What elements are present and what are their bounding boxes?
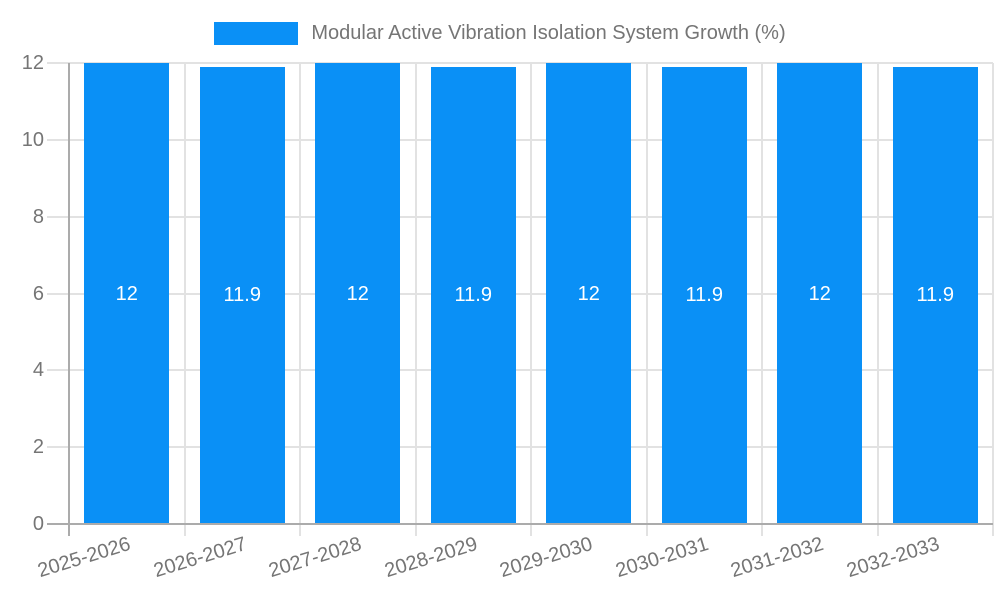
gridline-vertical [183,63,186,536]
x-tick-label: 2025-2026 [35,533,134,583]
bar-value-label: 11.9 [685,284,723,307]
y-tick-label: 8 [32,205,44,228]
bar-value-label: 11.9 [916,284,954,307]
gridline-vertical [992,63,994,536]
x-tick-label: 2028-2029 [381,533,480,583]
gridline-vertical [645,63,648,536]
bar-value-label: 12 [115,282,138,305]
y-tick-label: 4 [32,359,44,382]
legend-item[interactable]: Modular Active Vibration Isolation Syste… [214,21,786,45]
bar-value-label: 11.9 [454,284,492,307]
gridline-vertical [299,63,301,536]
y-axis-line [68,63,70,536]
gridline-vertical [414,63,417,536]
gridline-vertical [876,63,879,536]
gridline-horizontal [47,62,993,64]
gridline-horizontal [47,292,993,295]
bar [546,63,632,524]
bar [430,66,516,524]
y-tick-label: 10 [21,128,44,151]
gridline-horizontal [47,215,993,218]
gridline-horizontal [47,446,993,449]
x-tick-label: 2026-2027 [150,533,249,583]
bar [199,66,285,524]
x-axis-line [47,523,993,525]
bar-value-label: 12 [808,282,831,305]
x-tick-label: 2031-2032 [728,533,827,583]
bar [661,66,747,524]
bar [84,63,170,524]
bar [777,63,863,524]
legend-label: Modular Active Vibration Isolation Syste… [311,21,786,44]
gridline-horizontal [47,369,993,372]
legend: Modular Active Vibration Isolation Syste… [0,21,1000,45]
gridline-horizontal [47,138,993,141]
x-tick-label: 2030-2031 [612,533,711,583]
bar-value-label: 12 [577,282,600,305]
y-tick-label: 6 [32,282,44,305]
x-tick-label: 2029-2030 [497,533,596,583]
x-tick-label: 2027-2028 [266,533,365,583]
y-tick-label: 12 [21,52,44,74]
y-tick-label: 2 [32,436,44,459]
bar [892,66,978,524]
gridline-vertical [761,63,763,536]
legend-swatch-icon [214,21,299,45]
gridline-vertical [530,63,532,536]
y-tick-label: 0 [32,513,44,535]
bar [315,63,401,524]
bar-value-label: 11.9 [223,284,261,307]
bar-value-label: 12 [346,282,369,305]
x-tick-label: 2032-2033 [843,533,942,583]
